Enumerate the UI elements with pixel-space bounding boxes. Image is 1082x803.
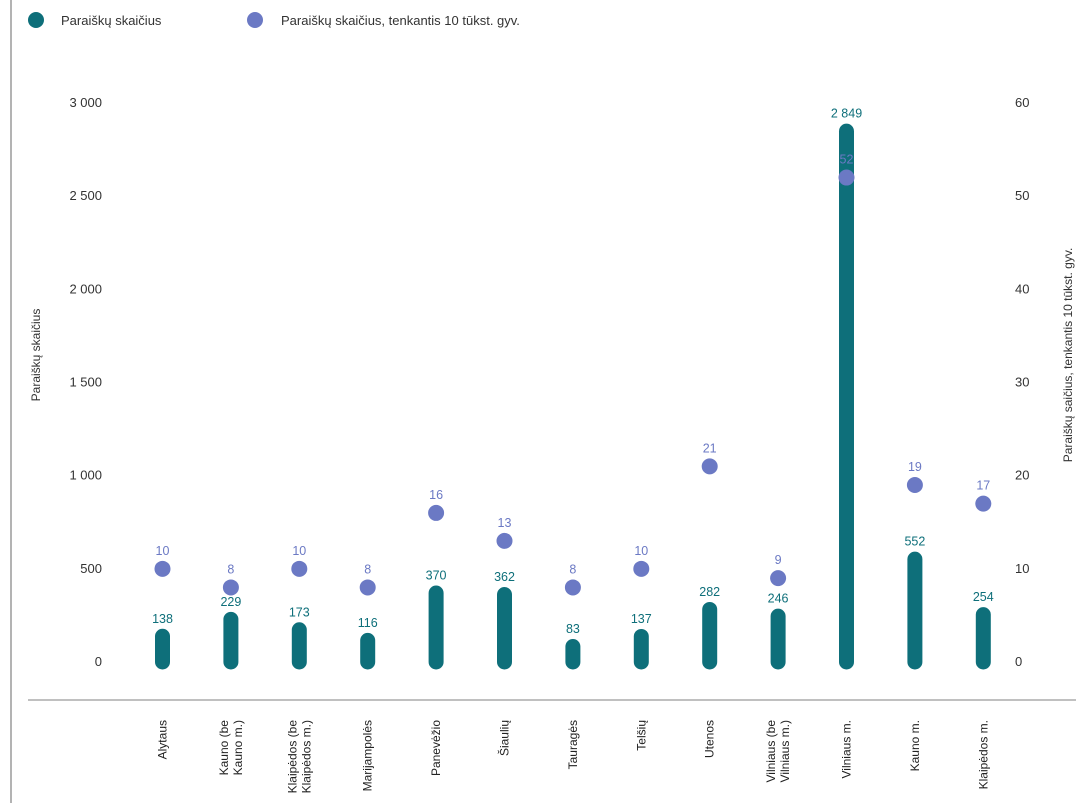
bar-value-label: 362 [494, 570, 515, 584]
dot-value-label: 8 [227, 562, 234, 576]
y-tick-left: 1 000 [69, 468, 102, 483]
legend-swatch-bars [28, 12, 44, 28]
dot [975, 495, 992, 512]
dot [564, 579, 581, 596]
category-label-line: Utenos [703, 720, 717, 758]
category-label-line: Marijampolės [361, 720, 375, 791]
bar-value-label: 254 [973, 590, 994, 604]
legend: Paraiškų skaičius Paraiškų skaičius, ten… [28, 12, 520, 28]
category-label: Tauragės [566, 720, 580, 769]
y-axis-ticks-right: 0 10 20 30 40 50 60 [1015, 95, 1029, 669]
category-label-line: Vilniaus m.) [778, 720, 792, 782]
category-label-line: Kauno m.) [231, 720, 245, 775]
dot-series: 10 8 10 8 16 13 8 10 21 9 52 19 17 [154, 153, 992, 596]
category-label: Telšių [634, 720, 648, 751]
category-label: Šiaulių [497, 720, 512, 756]
dot-value-label: 8 [569, 562, 576, 576]
category-label-line: Vilniaus m. [840, 720, 854, 778]
category-label: Kauno m. [908, 720, 922, 771]
bar-value-label: 229 [220, 595, 241, 609]
dot [359, 579, 376, 596]
y-tick-right: 30 [1015, 375, 1029, 390]
dot [154, 560, 171, 577]
dot-value-label: 16 [429, 488, 443, 502]
bar-value-label: 370 [426, 569, 447, 583]
category-label: Alytaus [156, 720, 170, 759]
y-tick-left: 2 500 [69, 188, 102, 203]
dot-value-label: 19 [908, 460, 922, 474]
y-tick-right: 50 [1015, 188, 1029, 203]
category-label-line: Panevėžio [429, 720, 443, 776]
dot [701, 458, 718, 475]
y-tick-right: 60 [1015, 95, 1029, 110]
category-label: Klaipėdos m. [976, 720, 990, 789]
bar-value-label: 116 [358, 616, 378, 630]
category-label-line: Telšių [634, 720, 648, 751]
bar-value-label: 138 [152, 612, 173, 626]
dot-value-label: 9 [775, 553, 782, 567]
dot-value-label: 10 [156, 544, 170, 558]
y-tick-left: 3 000 [69, 95, 102, 110]
category-label-line: Tauragės [566, 720, 580, 769]
dot-value-label: 13 [498, 516, 512, 530]
y-tick-left: 0 [95, 654, 102, 669]
bar-value-label: 246 [768, 592, 789, 606]
bar-value-label: 2 849 [831, 107, 862, 121]
category-label-line: Klaipėdos (be [285, 720, 299, 794]
dot [291, 560, 308, 577]
category-label: Marijampolės [361, 720, 375, 791]
legend-label-dots: Paraiškų skaičius, tenkantis 10 tūkst. g… [281, 13, 520, 28]
dot-value-label: 21 [703, 441, 717, 455]
category-label-line: Alytaus [156, 720, 170, 759]
category-label: Vilniaus (beVilniaus m.) [764, 720, 792, 783]
dot [222, 579, 239, 596]
category-label: Vilniaus m. [840, 720, 854, 778]
dot-value-label: 8 [364, 562, 371, 576]
dot [906, 476, 923, 493]
category-label: Kauno (beKauno m.) [217, 720, 245, 776]
dot [633, 560, 650, 577]
bar-value-label: 282 [699, 585, 720, 599]
category-label-line: Klaipėdos m.) [299, 720, 313, 793]
y-axis-title-left: Paraiškų skaičius [29, 309, 43, 402]
dot [428, 504, 445, 521]
category-label-line: Kauno m. [908, 720, 922, 771]
bar-value-label: 137 [631, 612, 652, 626]
dot [838, 169, 855, 186]
dot-value-label: 10 [634, 544, 648, 558]
y-tick-right: 0 [1015, 654, 1022, 669]
y-tick-right: 10 [1015, 561, 1029, 576]
dot-value-label: 52 [840, 153, 854, 167]
y-tick-right: 20 [1015, 468, 1029, 483]
dot-value-label: 17 [976, 479, 990, 493]
y-tick-right: 40 [1015, 281, 1029, 296]
bar-value-label: 173 [289, 605, 310, 619]
bar-value-label: 552 [904, 535, 925, 549]
category-label-line: Kauno (be [217, 720, 231, 776]
category-label: Klaipėdos (beKlaipėdos m.) [285, 720, 313, 794]
category-label-line: Šiaulių [497, 720, 512, 756]
category-labels: Alytaus Kauno (beKauno m.) Klaipėdos (beKl… [156, 720, 991, 794]
y-tick-left: 1 500 [69, 375, 102, 390]
category-label: Utenos [703, 720, 717, 758]
dot-value-label: 10 [292, 544, 306, 558]
dot [496, 532, 513, 549]
category-label-line: Vilniaus (be [764, 720, 778, 783]
category-label-line: Klaipėdos m. [976, 720, 990, 789]
dot [770, 570, 787, 587]
legend-label-bars: Paraiškų skaičius [61, 13, 162, 28]
y-tick-left: 2 000 [69, 281, 102, 296]
y-tick-left: 500 [80, 561, 102, 576]
bar-value-label: 83 [566, 622, 580, 636]
category-label: Panevėžio [429, 720, 443, 776]
y-axis-title-right: Paraiškų saičius, tenkantis 10 tūkst. gy… [1061, 248, 1075, 463]
legend-swatch-dots [247, 12, 263, 28]
y-axis-ticks-left: 0 500 1 000 1 500 2 000 2 500 3 000 [69, 95, 102, 669]
